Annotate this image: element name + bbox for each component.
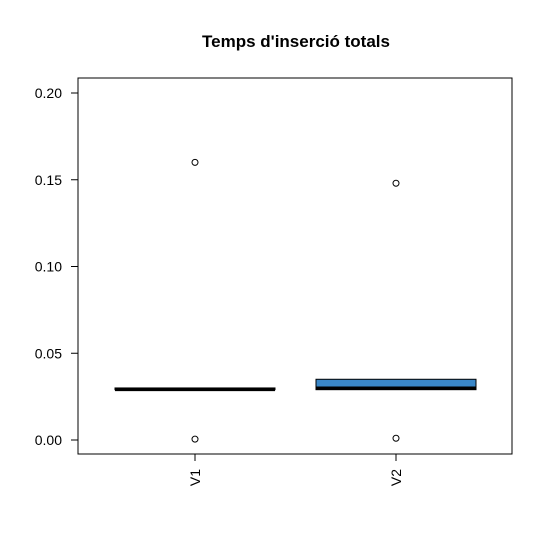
boxes-layer (114, 158, 477, 443)
outlier-point (392, 179, 400, 187)
x-tick-label: V1 (187, 469, 203, 486)
y-tick-label: 0.05 (35, 345, 62, 361)
y-tick-label: 0.15 (35, 172, 62, 188)
box-v2 (315, 179, 477, 442)
box-body (315, 378, 477, 391)
y-tick-label: 0.10 (35, 259, 62, 275)
y-tick-label: 0.20 (35, 85, 62, 101)
x-tick-label: V2 (388, 469, 404, 486)
outlier-point (392, 434, 400, 442)
x-axis: V1 V2 (187, 454, 404, 486)
outlier-point (191, 158, 199, 166)
box-v1 (114, 158, 276, 443)
plot-frame (77, 77, 513, 455)
chart-title: Temps d'inserció totals (202, 32, 390, 51)
y-axis: 0.00 0.05 0.10 0.15 0.20 (35, 85, 78, 448)
outlier-point (191, 435, 199, 443)
y-tick-label: 0.00 (35, 432, 62, 448)
